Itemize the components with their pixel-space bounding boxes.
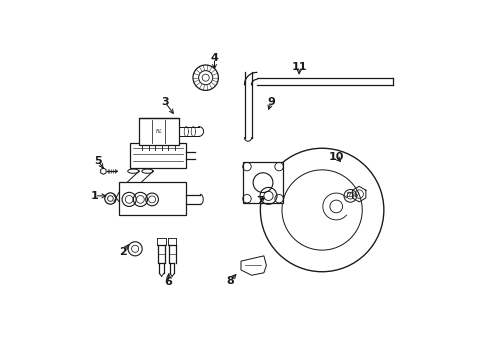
Text: 11: 11	[291, 62, 306, 72]
Text: 9: 9	[266, 98, 274, 107]
FancyBboxPatch shape	[139, 118, 179, 145]
Text: 5: 5	[94, 156, 102, 166]
Text: 8: 8	[226, 275, 234, 285]
FancyBboxPatch shape	[242, 162, 283, 203]
Text: 10: 10	[328, 152, 343, 162]
Text: 3: 3	[161, 98, 168, 107]
FancyBboxPatch shape	[130, 143, 186, 168]
Text: 2: 2	[119, 247, 126, 257]
FancyBboxPatch shape	[119, 182, 186, 215]
Text: 7: 7	[256, 196, 264, 206]
Text: FIL: FIL	[155, 129, 162, 134]
Text: 4: 4	[210, 53, 218, 63]
Text: 6: 6	[164, 277, 172, 287]
Text: 1: 1	[90, 191, 98, 201]
